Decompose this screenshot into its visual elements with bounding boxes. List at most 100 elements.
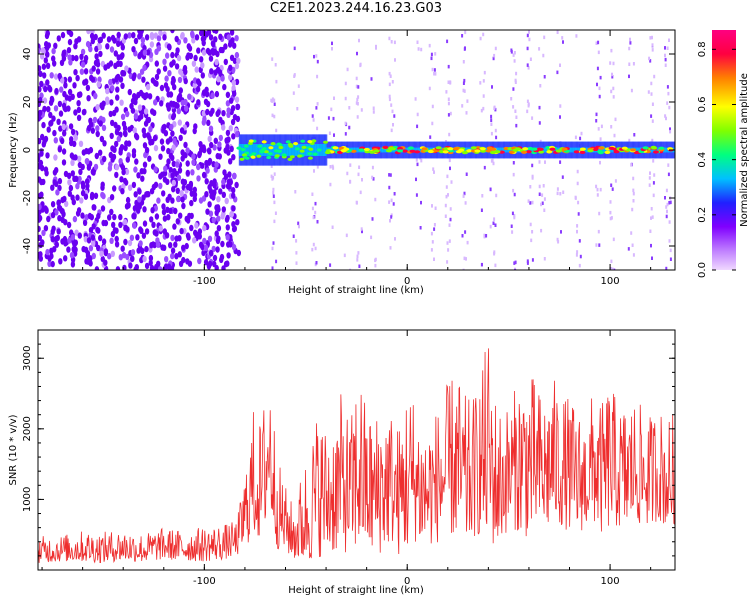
noise-mark	[272, 176, 275, 180]
noise-mark	[665, 214, 668, 219]
noise-mark	[201, 89, 207, 97]
noise-mark	[208, 187, 213, 195]
spectrogram-heatmap	[38, 30, 675, 270]
noise-mark	[433, 72, 436, 76]
noise-mark	[227, 171, 232, 178]
noise-mark	[431, 104, 434, 109]
noise-mark	[226, 252, 231, 259]
noise-mark	[206, 119, 211, 127]
signal-core	[239, 157, 245, 161]
noise-mark	[88, 227, 94, 234]
noise-mark	[122, 177, 128, 185]
noise-mark	[98, 149, 103, 156]
noise-mark	[231, 192, 236, 199]
noise-mark	[42, 97, 48, 104]
noise-mark	[165, 196, 170, 203]
noise-mark	[232, 90, 237, 97]
noise-mark	[46, 106, 51, 113]
signal-core	[363, 147, 370, 152]
noise-mark	[597, 127, 600, 131]
noise-mark	[273, 98, 276, 103]
noise-mark	[444, 214, 447, 218]
noise-mark	[231, 225, 237, 233]
signal-band	[283, 144, 286, 156]
signal-core	[243, 144, 249, 148]
noise-mark	[141, 232, 147, 239]
noise-mark	[651, 102, 654, 106]
signal-band	[378, 147, 381, 153]
noise-mark	[118, 60, 123, 68]
signal-band	[569, 147, 572, 153]
noise-mark	[481, 194, 484, 198]
noise-mark	[176, 96, 181, 103]
signal-band	[420, 147, 423, 153]
noise-mark	[39, 191, 44, 198]
noise-mark	[214, 230, 219, 237]
snr-frame	[37, 329, 676, 571]
signal-band	[268, 144, 271, 156]
signal-core	[236, 146, 242, 150]
noise-mark	[77, 155, 82, 162]
signal-band	[572, 147, 575, 153]
noise-mark	[200, 243, 205, 251]
noise-mark	[68, 30, 74, 38]
noise-mark	[56, 118, 61, 126]
noise-mark	[149, 216, 154, 223]
signal-core	[470, 146, 477, 150]
noise-mark	[38, 109, 43, 117]
noise-mark	[95, 58, 100, 65]
noise-mark	[371, 217, 374, 221]
noise-mark	[511, 211, 514, 216]
noise-mark	[448, 223, 451, 227]
noise-mark	[328, 131, 331, 135]
noise-mark	[45, 62, 51, 69]
noise-mark	[359, 63, 362, 68]
noise-mark	[316, 126, 319, 131]
signal-core	[579, 150, 586, 154]
signal-core	[261, 140, 267, 144]
noise-mark	[105, 96, 110, 103]
noise-mark	[148, 125, 153, 133]
noise-mark	[180, 149, 185, 156]
signal-band	[602, 147, 605, 153]
signal-band	[527, 147, 530, 153]
noise-mark	[140, 175, 145, 182]
noise-mark	[156, 45, 162, 52]
noise-mark	[153, 144, 159, 152]
signal-band	[291, 144, 294, 156]
noise-mark	[559, 192, 562, 196]
noise-mark	[349, 180, 352, 184]
noise-mark	[344, 132, 347, 136]
noise-mark	[271, 113, 274, 118]
noise-mark	[430, 248, 433, 252]
noise-mark	[667, 163, 670, 167]
noise-mark	[189, 224, 194, 232]
noise-mark	[221, 178, 226, 186]
noise-mark	[315, 54, 318, 58]
noise-mark	[97, 37, 102, 44]
noise-mark	[162, 176, 168, 183]
noise-mark	[530, 238, 533, 243]
noise-mark	[540, 202, 543, 207]
noise-mark	[107, 214, 112, 221]
x-tick-label: 100	[601, 276, 620, 287]
noise-mark	[108, 110, 113, 118]
noise-mark	[445, 90, 448, 94]
signal-band	[419, 147, 421, 153]
noise-mark	[355, 84, 358, 89]
noise-mark	[67, 88, 73, 96]
noise-mark	[562, 40, 564, 44]
noise-mark	[185, 169, 190, 177]
noise-mark	[66, 246, 71, 253]
noise-mark	[220, 46, 225, 54]
noise-mark	[80, 48, 86, 56]
noise-mark	[185, 183, 191, 191]
noise-mark	[205, 108, 210, 116]
noise-mark	[598, 94, 601, 99]
noise-mark	[184, 215, 189, 223]
noise-mark	[531, 176, 534, 180]
noise-mark	[314, 201, 317, 206]
noise-mark	[482, 94, 485, 98]
noise-mark	[669, 257, 672, 261]
noise-mark	[121, 252, 127, 259]
